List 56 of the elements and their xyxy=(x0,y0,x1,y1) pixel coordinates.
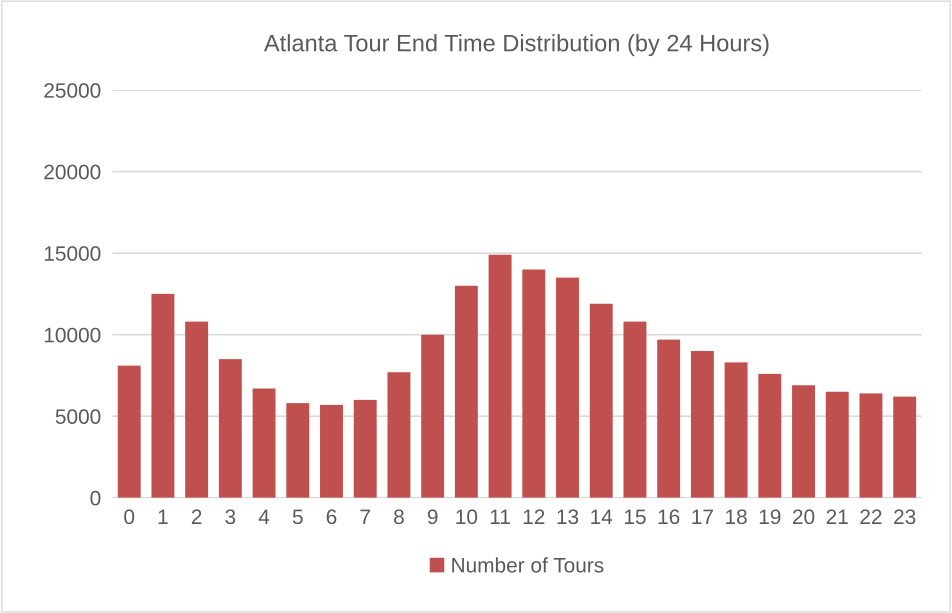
x-tick-label: 2 xyxy=(192,509,202,524)
x-tick-label: 0 xyxy=(124,509,134,524)
bar xyxy=(724,362,748,498)
x-tick-label: 22 xyxy=(860,509,882,524)
y-tick-label: 0 xyxy=(90,490,100,506)
bar xyxy=(556,278,579,498)
bar xyxy=(252,388,276,498)
x-tick-label: 20 xyxy=(792,509,814,524)
x-tick-label: 11 xyxy=(490,510,510,524)
x-tick-label: 4 xyxy=(258,510,270,524)
x-tick-label: 12 xyxy=(524,509,544,524)
y-tick-label: 20000 xyxy=(44,164,100,180)
bar xyxy=(320,404,343,498)
x-tick-label: 18 xyxy=(726,509,747,524)
bar xyxy=(893,396,916,498)
bar xyxy=(218,359,242,498)
x-tick-label: 17 xyxy=(692,510,713,524)
bar xyxy=(758,374,782,498)
bar xyxy=(387,372,410,498)
x-tick-label: 9 xyxy=(428,509,438,524)
x-tick-label: 21 xyxy=(826,509,848,524)
bar xyxy=(488,254,512,498)
bar xyxy=(454,286,478,498)
y-tick-label: 25000 xyxy=(44,83,100,98)
bar xyxy=(590,304,613,498)
bar xyxy=(657,340,680,498)
x-tick-label: 3 xyxy=(225,509,236,524)
x-tick-label: 15 xyxy=(624,510,646,524)
bar xyxy=(623,322,646,498)
bar xyxy=(151,294,174,498)
y-tick-label: 15000 xyxy=(44,246,100,261)
y-tick-label: 10000 xyxy=(44,328,100,342)
x-tick-label: 16 xyxy=(658,509,680,524)
bar xyxy=(792,385,815,498)
bar xyxy=(522,269,546,498)
x-tick-label: 8 xyxy=(394,509,404,524)
x-tick-label: 5 xyxy=(292,510,303,524)
x-tick-label: 1 xyxy=(158,510,168,524)
x-tick-label: 19 xyxy=(760,509,780,524)
chart-title: Atlanta Tour End Time Distribution (by 24 Hours) xyxy=(264,34,769,56)
bar xyxy=(690,351,714,498)
x-tick-label: 10 xyxy=(456,509,478,524)
x-tick-label: 6 xyxy=(326,509,336,524)
legend-label: Number of Tours xyxy=(452,557,604,573)
x-tick-label: 14 xyxy=(591,510,612,524)
bar xyxy=(118,366,141,498)
bar xyxy=(185,322,208,498)
x-tick-label: 13 xyxy=(558,509,578,524)
bar xyxy=(826,392,849,498)
x-tick-label: 23 xyxy=(894,509,916,524)
y-tick-label: 5000 xyxy=(56,409,100,424)
bar xyxy=(421,334,444,498)
bar xyxy=(286,403,310,498)
bar xyxy=(859,393,882,498)
x-tick-label: 7 xyxy=(360,510,370,524)
bar xyxy=(354,400,377,498)
